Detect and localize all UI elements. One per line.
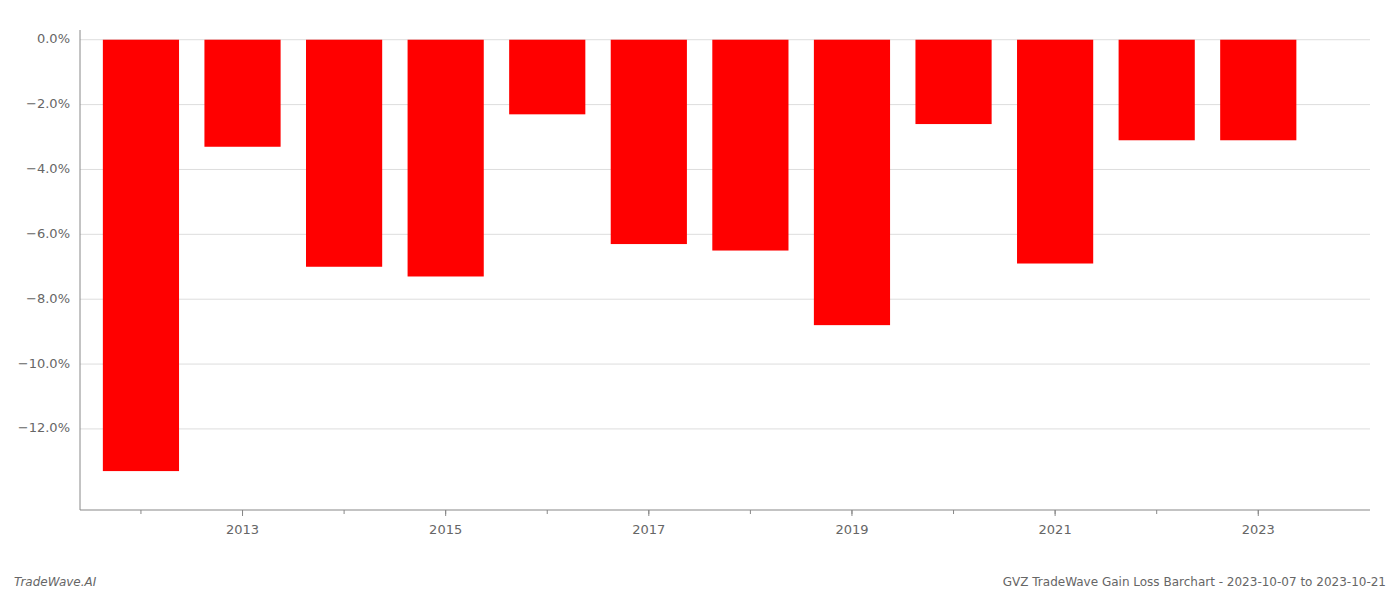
grid-line	[80, 364, 1370, 365]
x-minor-tick	[140, 510, 141, 514]
bar	[408, 40, 484, 277]
y-tick-labels: 0.0% −2.0% −4.0% −6.0% −8.0% −10.0% −12.0%	[18, 31, 70, 435]
y-tick-label: −2.0%	[26, 96, 70, 111]
title: GVZ TradeWave Gain Loss Barchart - 2023-…	[1003, 575, 1386, 589]
bar	[1017, 40, 1093, 264]
y-tick-label: −4.0%	[26, 161, 70, 176]
bar	[611, 40, 687, 244]
y-tick-label: −8.0%	[26, 291, 70, 306]
bar	[712, 40, 788, 251]
y-axis-line	[80, 30, 81, 510]
axes	[80, 30, 1370, 516]
y-tick-label: 0.0%	[37, 31, 70, 46]
x-tick	[1055, 510, 1056, 516]
x-minor-tick	[1156, 510, 1157, 514]
bar	[204, 40, 280, 147]
x-minor-tick	[344, 510, 345, 514]
x-tick	[242, 510, 243, 516]
y-tick-label: −10.0%	[18, 356, 70, 371]
bar	[915, 40, 991, 124]
bar	[1220, 40, 1296, 141]
bar	[814, 40, 890, 325]
x-tick	[648, 510, 649, 516]
chart: 0.0% −2.0% −4.0% −6.0% −8.0% −10.0% −12.0% 2013…	[0, 0, 1400, 600]
bar	[306, 40, 382, 267]
x-minor-tick	[547, 510, 548, 514]
bars	[103, 40, 1297, 471]
bar	[1119, 40, 1195, 141]
y-tick-label: −12.0%	[18, 420, 70, 435]
x-tick	[1258, 510, 1259, 516]
x-tick-label: 2017	[632, 522, 665, 537]
x-minor-tick	[953, 510, 954, 514]
grid-line	[80, 428, 1370, 429]
y-tick-label: −6.0%	[26, 226, 70, 241]
x-tick-label: 2019	[835, 522, 868, 537]
x-tick-label: 2013	[226, 522, 259, 537]
grid	[80, 40, 1370, 429]
grid-line	[80, 299, 1370, 300]
bar	[103, 40, 179, 471]
bar	[509, 40, 585, 115]
footer-annotation: TradeWave.AI	[14, 575, 97, 589]
x-tick-label: 2021	[1039, 522, 1072, 537]
x-tick	[445, 510, 446, 516]
x-tick	[851, 510, 852, 516]
x-tick-labels: 2013 2015 2017 2019 2021 2023	[226, 522, 1275, 537]
x-axis-line	[80, 509, 1370, 510]
x-tick-label: 2023	[1242, 522, 1275, 537]
x-minor-tick	[750, 510, 751, 514]
x-tick-label: 2015	[429, 522, 462, 537]
